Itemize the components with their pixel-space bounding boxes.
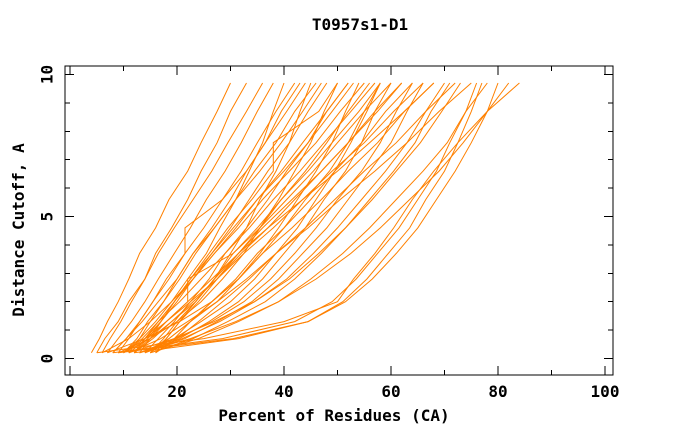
x-tick-label: 0 [65,382,75,401]
model-curve [155,82,456,354]
x-axis-label: Percent of Residues (CA) [218,406,449,425]
chart-title: T0957s1-D1 [312,15,408,34]
x-tick-label: 20 [167,382,186,401]
model-curve [144,82,349,354]
model-curve [107,82,274,354]
model-curve [118,82,499,354]
model-curve [112,82,317,354]
model-curve [139,82,338,354]
axis-tick-labels: 0 20 40 60 80 100 0 5 10 [38,65,620,401]
model-curve [155,82,413,354]
y-tick-label: 0 [38,354,57,364]
model-curve [107,82,381,354]
model-curve [144,82,472,354]
plot-frame [64,65,614,376]
model-curve [123,82,376,354]
x-tick-label: 80 [488,382,507,401]
model-curve [123,82,424,354]
model-curve [90,82,231,354]
model-curve [139,82,413,354]
model-curve [150,82,488,354]
model-curve [128,82,461,354]
model-curves [90,82,520,354]
model-curve [123,82,312,354]
model-curve [128,82,360,354]
y-axis-label: Distance Cutoff, A [9,143,28,317]
model-curve [96,82,247,354]
model-curve [101,82,264,354]
model-curve [133,82,354,354]
model-curve [96,82,520,354]
model-curve [123,82,301,354]
model-curve [133,82,435,354]
model-curve [139,82,445,354]
y-tick-label: 5 [38,212,57,222]
model-curve [112,82,478,354]
model-curve [144,82,424,354]
model-curve [117,82,338,354]
model-curve [155,82,381,354]
x-tick-label: 100 [591,382,620,401]
model-curve [117,82,306,354]
x-tick-label: 40 [274,382,293,401]
model-curve [144,82,392,354]
model-curve [128,82,322,354]
model-curve [133,82,365,354]
model-curve [139,82,510,354]
model-curve [123,82,349,354]
model-curve [101,82,285,354]
y-tick-label: 10 [38,65,57,84]
model-curve [150,82,451,354]
axis-ticks [65,66,613,375]
x-tick-label: 60 [381,382,400,401]
